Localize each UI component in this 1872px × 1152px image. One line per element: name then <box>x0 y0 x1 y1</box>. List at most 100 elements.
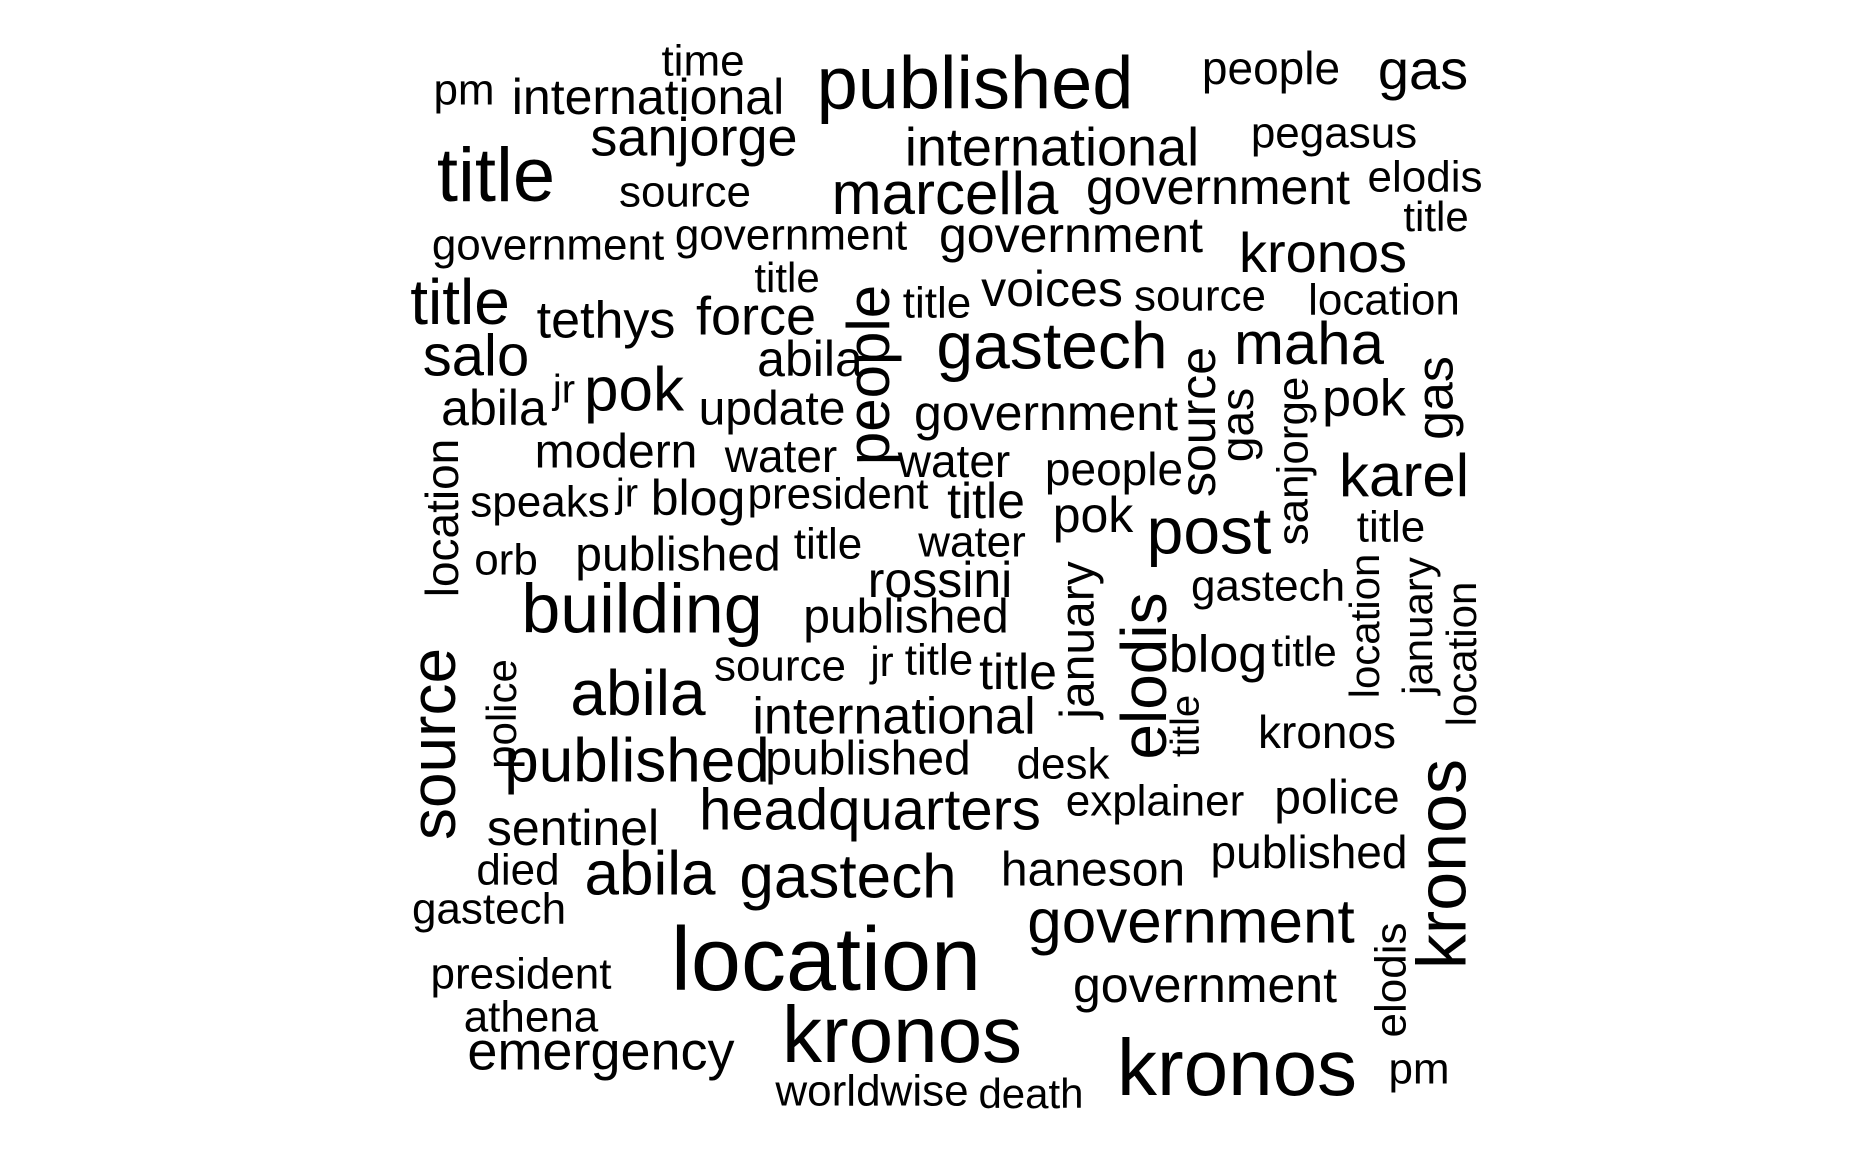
word-pok: pok <box>1322 370 1407 428</box>
word-title: title <box>794 520 862 569</box>
word-published: published <box>803 591 1009 644</box>
word-government: government <box>1086 159 1350 215</box>
word-international: international <box>512 69 784 125</box>
word-abila: abila <box>585 839 717 908</box>
word-abila: abila <box>570 657 706 729</box>
word-jr: jr <box>868 638 893 685</box>
word-gas: gas <box>1378 38 1468 101</box>
word-source: source <box>397 648 469 840</box>
word-location: location <box>1341 554 1388 699</box>
word-published: published <box>575 529 781 582</box>
word-abila: abila <box>441 380 547 436</box>
word-athena: athena <box>464 993 599 1042</box>
word-published: published <box>504 726 769 795</box>
word-emergency: emergency <box>467 1021 734 1081</box>
word-police: police <box>1274 772 1399 825</box>
word-sentinel: sentinel <box>487 800 659 856</box>
word-elodis: elodis <box>1108 592 1180 759</box>
word-sanjorge: sanjorge <box>590 107 797 167</box>
word-published: published <box>817 42 1134 125</box>
word-marcella: marcella <box>832 160 1059 227</box>
word-water: water <box>897 435 1010 487</box>
word-title: title <box>947 473 1025 529</box>
word-kronos: kronos <box>1239 221 1407 284</box>
word-kronos: kronos <box>1402 759 1480 969</box>
word-karel: karel <box>1339 442 1469 509</box>
word-gas: gas <box>1211 388 1263 462</box>
word-source: source <box>619 168 751 217</box>
word-sanjorge: sanjorge <box>1269 377 1318 546</box>
word-title: title <box>410 266 510 338</box>
word-pm: pm <box>433 66 494 115</box>
word-people: people <box>1202 42 1340 94</box>
word-police: police <box>478 659 525 769</box>
word-post: post <box>1147 493 1272 567</box>
word-headquarters: headquarters <box>699 777 1041 842</box>
word-pok: pok <box>584 355 685 424</box>
word-location: location <box>671 910 981 1010</box>
word-title: title <box>979 644 1057 700</box>
word-people: people <box>1045 443 1183 495</box>
word-abila: abila <box>757 331 863 387</box>
word-water: water <box>724 430 837 482</box>
word-gastech: gastech <box>936 308 1167 382</box>
word-president: president <box>747 470 928 519</box>
word-kronos: kronos <box>1117 1023 1357 1112</box>
word-government: government <box>1027 887 1354 956</box>
word-title: title <box>1164 695 1208 757</box>
word-location: location <box>416 439 468 598</box>
word-died: died <box>476 846 559 895</box>
word-government: government <box>914 385 1178 441</box>
word-speaks: speaks <box>470 478 609 527</box>
word-government: government <box>1073 957 1337 1013</box>
word-people: people <box>835 285 902 465</box>
word-published: published <box>765 733 971 786</box>
word-worldwise: worldwise <box>774 1067 968 1116</box>
word-blog: blog <box>1169 626 1267 684</box>
word-title: title <box>1403 193 1468 240</box>
word-desk: desk <box>1017 740 1111 789</box>
word-government: government <box>675 211 907 260</box>
word-pok: pok <box>1053 487 1135 543</box>
word-force: force <box>696 286 816 346</box>
word-blog: blog <box>651 470 746 526</box>
word-rossini: rossini <box>868 552 1012 608</box>
word-modern: modern <box>535 426 698 479</box>
word-death: death <box>978 1070 1083 1117</box>
word-jr: jr <box>552 368 575 412</box>
word-jr: jr <box>615 472 638 516</box>
word-published: published <box>1211 826 1408 878</box>
word-kronos: kronos <box>782 990 1022 1079</box>
word-salo: salo <box>423 323 529 388</box>
word-international: international <box>905 117 1199 177</box>
word-international: international <box>752 688 1035 746</box>
word-gas: gas <box>1407 356 1465 440</box>
word-haneson: haneson <box>1001 844 1185 897</box>
word-location: location <box>1438 582 1485 727</box>
word-kronos: kronos <box>1258 706 1396 758</box>
word-update: update <box>699 383 846 436</box>
word-elodis: elodis <box>1367 923 1416 1038</box>
word-source: source <box>714 642 846 691</box>
word-building: building <box>521 569 762 647</box>
word-january: january <box>1394 557 1441 697</box>
word-source: source <box>1134 272 1266 321</box>
word-title: title <box>905 636 973 685</box>
word-pm: pm <box>1388 1045 1449 1094</box>
word-title: title <box>1357 503 1425 552</box>
word-government: government <box>432 221 664 270</box>
word-gastech: gastech <box>739 842 956 911</box>
word-title: title <box>1271 628 1336 675</box>
word-president: president <box>430 950 611 999</box>
word-title: title <box>437 133 555 218</box>
word-gastech: gastech <box>412 885 566 934</box>
word-maha: maha <box>1234 310 1385 377</box>
word-location: location <box>1308 276 1460 325</box>
word-time: time <box>661 37 744 86</box>
word-january: january <box>1052 561 1105 720</box>
word-title: title <box>754 254 819 301</box>
word-orb: orb <box>474 536 538 585</box>
word-tethys: tethys <box>537 292 676 350</box>
word-gastech: gastech <box>1191 562 1345 611</box>
